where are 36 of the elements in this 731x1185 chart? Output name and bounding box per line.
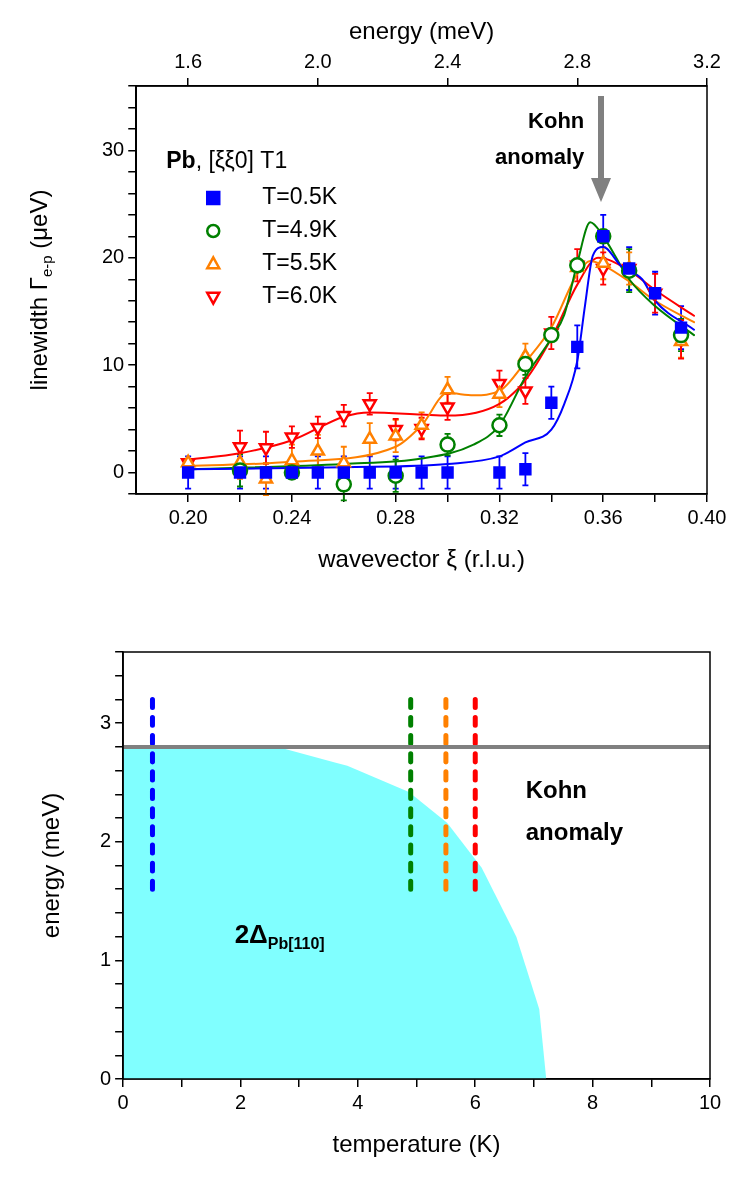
- x2-axis-title: energy (meV): [348, 16, 495, 44]
- x-tick-label: 0.40: [687, 505, 727, 528]
- y-axis-title: energy (meV): [36, 792, 64, 939]
- x-tick-label: 0.36: [583, 505, 623, 528]
- legend-title: Pb, [ξξ0] T1: [166, 147, 288, 174]
- x-tick-label: 4: [352, 1090, 364, 1113]
- y-tick-label: 3: [100, 710, 112, 733]
- legend-label: T=4.9K: [262, 216, 338, 243]
- y-tick-label: 10: [102, 352, 125, 375]
- y-tick-label: 0: [113, 460, 125, 483]
- x-tick-label: 10: [698, 1090, 722, 1113]
- x-tick-label: 0.20: [168, 505, 208, 528]
- x-tick-label: 8: [587, 1090, 599, 1113]
- legend-label: T=6.0K: [262, 282, 338, 309]
- x-tick-label: 0.32: [479, 505, 519, 528]
- legend-label: T=0.5K: [262, 183, 338, 210]
- ref-line-label: Kohn anomaly: [525, 775, 624, 845]
- y-tick-label: 1: [100, 947, 112, 970]
- y-tick-label: 0: [100, 1066, 112, 1089]
- x-tick-label: 6: [469, 1090, 481, 1113]
- y-tick-label: 30: [102, 137, 125, 160]
- annotation: Kohn anomaly: [495, 107, 586, 169]
- x-tick-label: 0.24: [272, 505, 312, 528]
- y-tick-label: 20: [102, 245, 125, 268]
- x2-tick-label: 3.2: [693, 49, 721, 72]
- x-tick-label: 0.28: [376, 505, 416, 528]
- x2-tick-label: 2.4: [433, 49, 462, 72]
- legend-label: T=5.5K: [262, 249, 338, 276]
- y-axis-title: linewidth Γe-p (μeV): [24, 189, 55, 391]
- x-axis-title: temperature (K): [332, 1129, 501, 1157]
- x2-tick-label: 1.6: [174, 49, 203, 72]
- x-tick-label: 2: [234, 1090, 247, 1113]
- y-tick-label: 2: [100, 829, 112, 852]
- x2-tick-label: 2.8: [563, 49, 592, 72]
- x-axis-title: wavevector ξ (r.l.u.): [317, 544, 526, 572]
- x2-tick-label: 2.0: [303, 49, 332, 72]
